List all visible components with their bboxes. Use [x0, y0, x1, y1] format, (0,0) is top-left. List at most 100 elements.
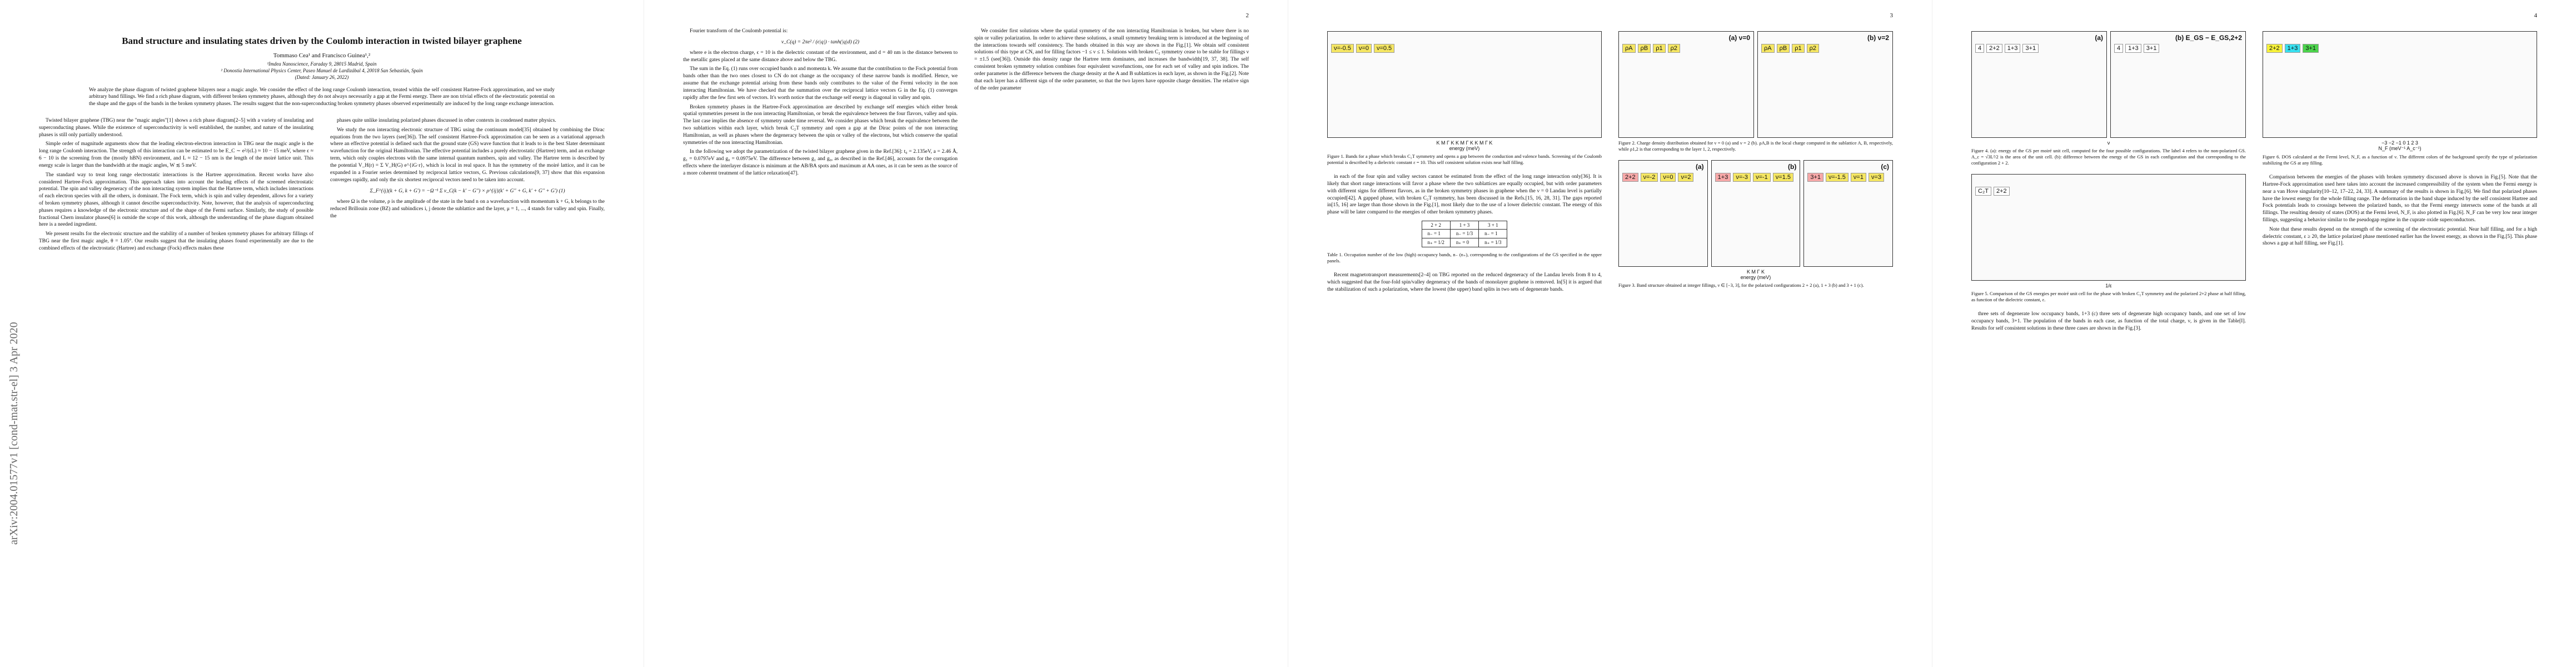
- paragraph: The standard way to treat long range ele…: [39, 172, 313, 228]
- panel-tag: ν=0: [1660, 173, 1676, 182]
- figure: ν=-0.5 ν=0 ν=0.5: [1327, 31, 1602, 138]
- paragraph: three sets of degenerate low occupancy b…: [1971, 311, 2246, 331]
- column: We consider first solutions where the sp…: [974, 28, 1249, 180]
- affiliation: ¹Imdea Nanoscience, Faraday 9, 28015 Mad…: [267, 61, 377, 67]
- page: 2 Fourier transform of the Coulomb potent…: [644, 0, 1288, 667]
- panel-tags: 2+2 1+3 3+1: [2266, 44, 2319, 53]
- column: (a) 4 2+2 1+3 3+1 (b) E_GS − E_GS,2+2 4 1+3 3+1 ν…: [1971, 28, 2246, 335]
- paragraph: In the following we adopt the parametriz…: [683, 149, 958, 176]
- table-cell: n₋ = 1: [1478, 228, 1508, 238]
- panel-tag: ρ2: [1667, 44, 1680, 53]
- figure-panel: (b) E_GS − E_GS,2+2 4 1+3 3+1: [2110, 31, 2246, 138]
- panel-tag: ν=-3: [1733, 173, 1751, 182]
- axis-label: ν: [2107, 140, 2110, 146]
- paragraph: where e is the electron charge, ϵ = 10 i…: [683, 49, 958, 63]
- column: 2+2 1+3 3+1 −3 −2 −1 0 1 2 3 N_F (meV⁻¹ A_c⁻…: [2263, 28, 2537, 335]
- panel-tags: ν=-0.5 ν=0 ν=0.5: [1331, 44, 1395, 53]
- paragraph: Simple order of magnitude arguments show…: [39, 141, 313, 168]
- panel-tag: 4: [1975, 44, 1985, 53]
- figure-panel: (b) 1+3 ν=-3 ν=-1 ν=1.5: [1711, 160, 1801, 267]
- figure-panel: ν=-0.5 ν=0 ν=0.5: [1327, 31, 1602, 138]
- panel-tag: ν=3: [1868, 173, 1884, 182]
- panel-tag: 2+2: [2266, 44, 2283, 53]
- panel-tag: 2+2: [1993, 187, 2010, 196]
- page-number: 3: [1890, 12, 1894, 19]
- panel-tags: 4 2+2 1+3 3+1: [1975, 44, 2039, 53]
- paragraph: in each of the four spin and valley sect…: [1327, 174, 1602, 216]
- figure: (a) ν=0 ρA ρB ρ1 ρ2 (b) ν=2 ρA ρB ρ1 ρ2: [1618, 31, 1893, 138]
- figure-panel: (c) 3+1 ν=-1.5 ν=1 ν=3: [1803, 160, 1894, 267]
- panel-tag: 3+1: [2303, 44, 2319, 53]
- paragraph: Comparison between the energies of the p…: [2263, 175, 2537, 223]
- panel-tag: ν=1.5: [1772, 173, 1793, 182]
- axis-ticks: K M Γ K K M Γ K K M Γ K: [1436, 140, 1493, 146]
- panel-tag: C₂T: [1975, 187, 1991, 196]
- table-cell: n₊ = 1/2: [1421, 237, 1451, 247]
- column: phases quite unlike insulating polarized…: [330, 117, 605, 255]
- figure: (a) 2+2 ν=-2 ν=0 ν=2 (b) 1+3 ν=-3 ν=-1 ν=1.5 (c) 3+…: [1618, 160, 1894, 267]
- panel-tag: ν=-0.5: [1331, 44, 1354, 53]
- paragraph: We consider first solutions where the sp…: [974, 28, 1249, 91]
- paragraph: The sum in the Eq. (1) runs over occupie…: [683, 66, 958, 101]
- affiliation: (Dated: January 26, 2022): [295, 74, 349, 80]
- panel-tags: 1+3 ν=-3 ν=-1 ν=1.5: [1715, 173, 1793, 182]
- table-row: n₋ = 1 n₋ = 1/3 n₋ = 1: [1421, 228, 1508, 238]
- axis-label: energy (meV): [1449, 146, 1480, 151]
- panel-tags: ρA ρB ρ1 ρ2: [1761, 44, 1819, 53]
- panel-tags: 4 1+3 3+1: [2114, 44, 2160, 53]
- affiliation: ² Donostia International Physics Center,…: [221, 68, 423, 73]
- header-cell: 1 + 3: [1449, 220, 1479, 230]
- authors: Tommaso Cea¹ and Francisco Guinea¹,²: [273, 52, 371, 59]
- caption: Figure 2. Charge density distribution ob…: [1618, 140, 1893, 152]
- panel-label: (c): [1881, 163, 1890, 171]
- header-cell: 3 + 1: [1478, 220, 1508, 230]
- figure-panel: (a) ν=0 ρA ρB ρ1 ρ2: [1618, 31, 1754, 138]
- panel-tag: 1+3: [2284, 44, 2301, 53]
- panel-tag: 1+3: [1715, 173, 1731, 182]
- figure-panel: (b) ν=2 ρA ρB ρ1 ρ2: [1757, 31, 1893, 138]
- figure: (a) 4 2+2 1+3 3+1 (b) E_GS − E_GS,2+2 4 1+3 3+1: [1971, 31, 2246, 138]
- caption: Figure 6. DOS calculated at the Fermi le…: [2263, 154, 2537, 166]
- panel-tag: ν=1: [1850, 173, 1866, 182]
- panel-tag: ν=-1.5: [1826, 173, 1848, 182]
- page-number: 4: [2534, 12, 2538, 19]
- column: Twisted bilayer graphene (TBG) near the …: [39, 117, 313, 255]
- panel-tags: ρA ρB ρ1 ρ2: [1622, 44, 1680, 53]
- axis-label: N_F (meV⁻¹ A_c⁻¹): [2378, 146, 2421, 151]
- paragraph: phases quite unlike insulating polarized…: [337, 118, 556, 124]
- column: (a) ν=0 ρA ρB ρ1 ρ2 (b) ν=2 ρA ρB ρ1 ρ2 Figure 2. …: [1618, 28, 1894, 296]
- page-number: 2: [1245, 12, 1249, 19]
- panel-label: (b) ν=2: [1867, 34, 1889, 42]
- panel-tags: 3+1 ν=-1.5 ν=1 ν=3: [1807, 173, 1884, 182]
- table-cell: n₋ = 1/3: [1449, 228, 1479, 238]
- table-cell: n₋ = 1: [1421, 228, 1451, 238]
- panel-tag: ρB: [1776, 44, 1790, 53]
- panel-tag: ν=0.5: [1373, 44, 1395, 53]
- figure-panel: C₂T 2+2: [1971, 174, 2246, 281]
- figure-panel: (a) 2+2 ν=-2 ν=0 ν=2: [1618, 160, 1708, 267]
- panel-tag: 2+2: [1622, 173, 1638, 182]
- panel-tag: 4: [2114, 44, 2124, 53]
- panel-tag: ρ2: [1806, 44, 1819, 53]
- page: Band structure and insulating states dri…: [0, 0, 644, 667]
- panel-tag: ρ1: [1792, 44, 1805, 53]
- figure: C₂T 2+2: [1971, 174, 2246, 281]
- panel-label: (a) ν=0: [1728, 34, 1750, 42]
- panel-tag: ρ1: [1653, 44, 1666, 53]
- caption: Figure 4. (a): energy of the GS per moir…: [1971, 148, 2246, 166]
- panel-tag: 2+2: [1986, 44, 2002, 53]
- panel-tag: 3+1: [2022, 44, 2039, 53]
- panel-tag: 3+1: [2143, 44, 2160, 53]
- table-cell: n₊ = 1/3: [1478, 237, 1508, 247]
- columns: Twisted bilayer graphene (TBG) near the …: [39, 117, 605, 255]
- paragraph: We present results for the electronic st…: [39, 231, 313, 251]
- figure: 2+2 1+3 3+1: [2263, 31, 2537, 138]
- panel-tag: 1+3: [2125, 44, 2141, 53]
- axis-label: energy (meV): [1740, 275, 1771, 281]
- panel-tag: ρA: [1761, 44, 1775, 53]
- columns: (a) 4 2+2 1+3 3+1 (b) E_GS − E_GS,2+2 4 1+3 3+1 ν…: [1971, 28, 2537, 335]
- paragraph: Note that these results depend on the st…: [2263, 226, 2537, 247]
